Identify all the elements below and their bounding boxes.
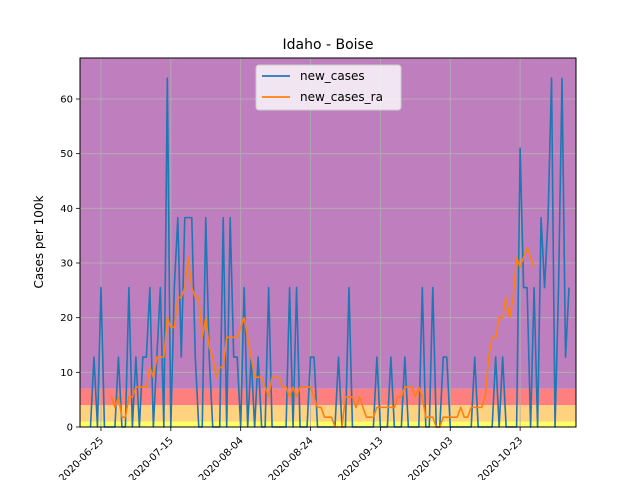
legend-label-new-cases: new_cases: [300, 69, 365, 83]
legend: new_cases new_cases_ra: [255, 64, 402, 111]
y-tick-label: 20: [60, 313, 73, 324]
x-tick-label: 2020-08-04: [197, 435, 246, 480]
series-line-new-cases-ra: [110, 246, 535, 428]
x-tick-label: 2020-08-24: [267, 435, 316, 480]
y-tick-label: 40: [60, 204, 73, 215]
x-axis: 2020-06-25 2020-07-15 2020-08-04 2020-08-24…: [57, 427, 525, 480]
y-tick-label: 50: [60, 149, 73, 160]
x-tick-label: 2020-06-25: [57, 435, 106, 480]
legend-box: [255, 64, 402, 111]
y-axis: 0 10 20 30 40 50 60: [60, 95, 80, 434]
x-tick-label: 2020-09-13: [337, 435, 386, 480]
plot-frame: [79, 57, 577, 428]
chart-title: Idaho - Boise: [283, 37, 374, 53]
y-axis-label: Cases per 100k: [32, 195, 46, 288]
risk-bands: [80, 58, 576, 427]
legend-label-new-cases-ra: new_cases_ra: [300, 90, 383, 104]
x-tick-label: 2020-07-15: [127, 435, 176, 480]
y-tick-label: 30: [60, 259, 73, 270]
risk-band-3: [80, 58, 576, 389]
risk-band-0: [80, 421, 576, 427]
x-tick-label: 2020-10-03: [406, 435, 455, 480]
y-tick-label: 0: [67, 423, 73, 434]
risk-band-2: [80, 388, 576, 406]
y-tick-label: 60: [60, 95, 73, 106]
y-tick-label: 10: [60, 368, 73, 379]
x-tick-label: 2020-10-23: [476, 435, 525, 480]
